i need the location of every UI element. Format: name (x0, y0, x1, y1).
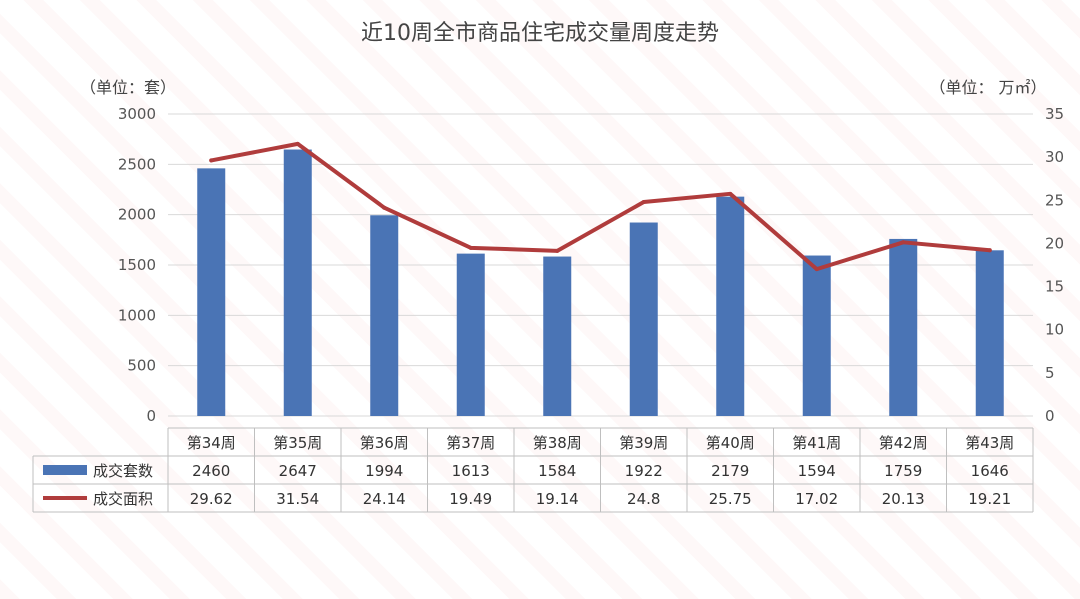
left-tick-label: 3000 (118, 105, 156, 123)
left-tick-label: 1000 (118, 306, 156, 324)
bar (197, 168, 226, 416)
right-tick-label: 15 (1045, 278, 1064, 296)
category-label: 第42周 (879, 434, 928, 452)
data-label: 2647 (279, 462, 317, 480)
left-tick-label: 0 (146, 407, 156, 425)
line-point (728, 191, 733, 196)
data-label: 17.02 (795, 490, 838, 508)
category-label: 第36周 (360, 434, 409, 452)
category-label: 第38周 (533, 434, 582, 452)
right-axis-ticks: 0 5 10 15 20 25 30 35 (1045, 105, 1064, 425)
bar (975, 250, 1004, 416)
right-axis-unit-label: （单位： 万㎡） (929, 78, 1046, 97)
line-point (209, 158, 214, 163)
line-point (814, 267, 819, 272)
bar (370, 215, 399, 416)
bar (889, 238, 918, 416)
data-label: 24.14 (363, 490, 406, 508)
data-label: 1584 (538, 462, 576, 480)
bar (802, 255, 831, 416)
line-point (382, 205, 387, 210)
left-axis-ticks: 0 500 1000 1500 2000 2500 3000 (118, 105, 156, 425)
data-label: 19.14 (536, 490, 579, 508)
right-tick-label: 5 (1045, 364, 1055, 382)
line-series (209, 141, 992, 272)
data-label: 1613 (452, 462, 490, 480)
left-tick-label: 2000 (118, 206, 156, 224)
line-point (295, 141, 300, 146)
left-axis-unit-label: （单位：套） (80, 78, 176, 97)
right-tick-label: 10 (1045, 321, 1064, 339)
legend-swatch-bar (43, 465, 87, 475)
bar-series (197, 149, 1004, 416)
category-label: 第41周 (792, 434, 841, 452)
data-label: 1922 (625, 462, 663, 480)
data-label: 20.13 (882, 490, 925, 508)
data-label: 1594 (798, 462, 836, 480)
legend-series-name: 成交套数 (93, 462, 153, 480)
category-label: 第34周 (187, 434, 236, 452)
data-label: 2179 (711, 462, 749, 480)
data-label: 24.8 (627, 490, 660, 508)
data-table: 第34周 第35周 第36周 第37周 第38周 第39周 第40周 第41周 第42周 第43周… (32, 427, 1034, 513)
line-point (901, 240, 906, 245)
data-label: 25.75 (709, 490, 752, 508)
right-tick-label: 0 (1045, 407, 1055, 425)
category-label: 第39周 (619, 434, 668, 452)
right-tick-label: 30 (1045, 148, 1064, 166)
right-tick-label: 35 (1045, 105, 1064, 123)
category-label: 第37周 (446, 434, 495, 452)
bar (629, 222, 658, 416)
bar (456, 253, 485, 416)
bar (283, 149, 312, 416)
bar (716, 196, 745, 416)
data-label: 1759 (884, 462, 922, 480)
line-point (468, 245, 473, 250)
left-tick-label: 500 (127, 357, 156, 375)
category-label: 第35周 (273, 434, 322, 452)
left-tick-label: 2500 (118, 155, 156, 173)
right-tick-label: 20 (1045, 234, 1064, 252)
data-label: 1994 (365, 462, 403, 480)
data-label: 19.21 (968, 490, 1011, 508)
legend-series-name: 成交面积 (93, 490, 153, 508)
left-tick-label: 1500 (118, 256, 156, 274)
line-point (641, 200, 646, 205)
data-label: 1646 (971, 462, 1009, 480)
bar (543, 256, 572, 416)
right-tick-label: 25 (1045, 191, 1064, 209)
data-label: 31.54 (276, 490, 319, 508)
data-label: 29.62 (190, 490, 233, 508)
gridlines (168, 113, 1033, 417)
line-point (555, 248, 560, 253)
line-point (987, 248, 992, 253)
chart-title: 近10周全市商品住宅成交量周度走势 (361, 21, 719, 46)
category-label: 第40周 (706, 434, 755, 452)
data-label: 2460 (192, 462, 230, 480)
category-label: 第43周 (965, 434, 1014, 452)
line-series-path (209, 141, 992, 272)
data-label: 19.49 (449, 490, 492, 508)
